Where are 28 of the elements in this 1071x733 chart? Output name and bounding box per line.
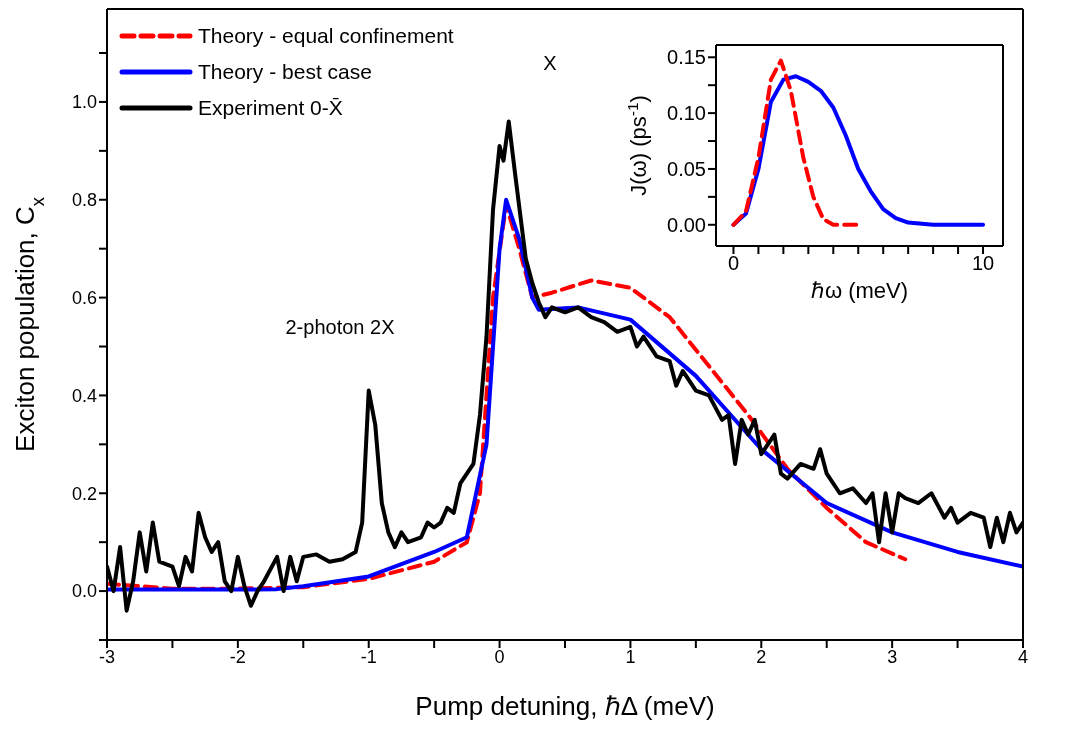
line-series xyxy=(731,58,861,227)
x-tick-label: -2 xyxy=(229,646,246,667)
y-tick-label: 1.0 xyxy=(71,92,97,113)
y-tick-label: 0.10 xyxy=(667,102,706,125)
legend-label: Experiment 0-X̄ xyxy=(198,96,343,120)
y-tick-label: 0.05 xyxy=(667,158,706,181)
x-tick-label: 2 xyxy=(756,646,767,667)
x-tick-label: 4 xyxy=(1017,646,1029,667)
x-tick-label: -1 xyxy=(360,646,377,667)
y-tick-label: 0.2 xyxy=(71,483,97,504)
x-tick-label: 0 xyxy=(727,252,740,275)
x-axis-title: ℏω (meV) xyxy=(810,278,909,303)
y-tick-label: 0.00 xyxy=(667,213,706,236)
x-tick-label: 0 xyxy=(494,646,505,667)
x-tick-label: 10 xyxy=(971,252,995,275)
y-tick-label: 0.4 xyxy=(71,385,97,406)
y-tick-label: 0.0 xyxy=(71,581,97,602)
annotation: 2-photon 2X xyxy=(285,316,395,338)
annotation: X xyxy=(543,52,557,74)
y-tick-label: 0.15 xyxy=(667,46,706,69)
x-tick-label: -3 xyxy=(98,646,116,667)
y-tick-label: 0.8 xyxy=(71,190,97,211)
y-tick-label: 0.6 xyxy=(71,287,97,308)
legend-label: Theory - best case xyxy=(198,60,372,84)
x-tick-label: 3 xyxy=(887,646,898,667)
legend-label: Theory - equal confinement xyxy=(198,24,454,48)
x-tick-label: 1 xyxy=(625,646,636,667)
x-axis-title: Pump detuning, ℏΔ (meV) xyxy=(415,691,715,721)
